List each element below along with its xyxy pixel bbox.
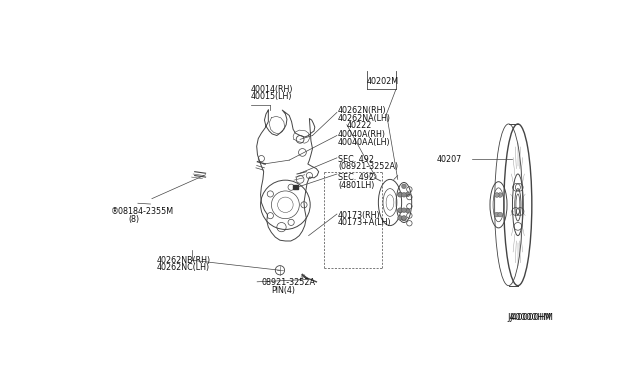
Circle shape — [402, 192, 406, 197]
Text: 40262NA(LH): 40262NA(LH) — [338, 114, 391, 123]
Circle shape — [402, 217, 406, 221]
Text: (08921-3252A): (08921-3252A) — [338, 163, 398, 171]
Text: 08921-3252A: 08921-3252A — [261, 279, 315, 288]
Circle shape — [495, 193, 499, 197]
Circle shape — [495, 212, 499, 217]
Text: J40000HM: J40000HM — [508, 313, 552, 322]
Circle shape — [397, 192, 403, 197]
Text: 40173(RH): 40173(RH) — [338, 211, 381, 219]
Text: (8): (8) — [129, 215, 140, 224]
Text: 40014(RH): 40014(RH) — [251, 84, 294, 93]
Text: 40040AA(LH): 40040AA(LH) — [338, 138, 390, 147]
Circle shape — [498, 193, 502, 197]
Circle shape — [405, 208, 410, 213]
Circle shape — [398, 208, 403, 213]
Circle shape — [402, 216, 406, 220]
Circle shape — [398, 192, 403, 197]
Circle shape — [402, 184, 406, 189]
Text: (4801LH): (4801LH) — [338, 181, 374, 190]
Text: ®08184-2355M: ®08184-2355M — [111, 207, 174, 216]
Text: 40040A(RH): 40040A(RH) — [338, 130, 386, 140]
Text: SEC. 492: SEC. 492 — [338, 173, 374, 182]
Circle shape — [397, 216, 403, 220]
Text: 40207: 40207 — [437, 155, 462, 164]
Text: PIN(4): PIN(4) — [271, 286, 295, 295]
Text: 40262NC(LH): 40262NC(LH) — [157, 263, 210, 272]
Circle shape — [397, 208, 403, 212]
Text: SEC. 492: SEC. 492 — [338, 155, 374, 164]
Text: 40262N(RH): 40262N(RH) — [338, 106, 387, 115]
Text: 40015(LH): 40015(LH) — [251, 92, 292, 101]
Text: 40202M: 40202M — [367, 77, 399, 86]
FancyBboxPatch shape — [293, 185, 298, 189]
Text: 40173+A(LH): 40173+A(LH) — [338, 218, 392, 227]
Text: 40262NB(RH): 40262NB(RH) — [157, 256, 211, 264]
Circle shape — [402, 208, 406, 212]
Circle shape — [498, 212, 502, 217]
Text: J40000HM: J40000HM — [509, 313, 553, 322]
Circle shape — [405, 192, 410, 197]
Text: 40222: 40222 — [347, 121, 372, 130]
